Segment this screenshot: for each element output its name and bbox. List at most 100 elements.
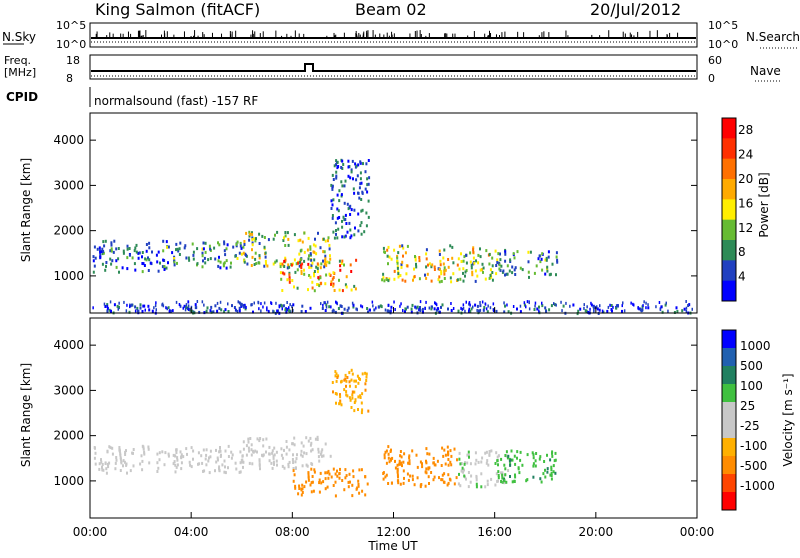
data-cell <box>356 374 359 378</box>
data-cell <box>284 256 287 260</box>
data-cell <box>102 240 105 244</box>
data-cell <box>310 265 313 269</box>
data-cell <box>469 309 472 313</box>
data-cell <box>260 302 262 306</box>
data-cell <box>335 401 337 405</box>
data-cell <box>196 262 199 266</box>
colorbar-swatch <box>722 348 736 367</box>
data-cell <box>117 247 120 250</box>
data-cell <box>187 300 190 304</box>
data-cell <box>242 251 245 255</box>
data-cell <box>217 458 219 462</box>
data-cell <box>163 268 166 271</box>
data-cell <box>115 456 118 459</box>
data-cell <box>415 306 418 310</box>
data-cell <box>255 262 258 265</box>
data-cell <box>325 263 328 267</box>
data-cell <box>94 462 97 466</box>
data-cell <box>404 279 407 283</box>
data-cell <box>143 452 146 456</box>
data-cell <box>92 255 95 259</box>
power-ylabel: Slant Range [km] <box>19 158 33 262</box>
data-cell <box>117 307 119 311</box>
data-cell <box>365 162 368 166</box>
data-cell <box>539 260 542 264</box>
data-cell <box>297 239 300 243</box>
data-cell <box>330 207 333 210</box>
data-cell <box>318 478 321 482</box>
data-cell <box>157 269 160 273</box>
data-cell <box>314 437 317 441</box>
data-cell <box>491 256 494 260</box>
data-cell <box>487 304 489 308</box>
data-cell <box>335 379 338 383</box>
data-cell <box>218 306 221 310</box>
data-cell <box>485 461 488 465</box>
data-cell <box>238 309 241 313</box>
data-cell <box>174 463 177 467</box>
data-cell <box>227 455 230 458</box>
data-cell <box>340 403 343 407</box>
data-cell <box>98 462 101 466</box>
data-cell <box>289 303 291 307</box>
data-cell <box>230 261 232 265</box>
data-cell <box>158 451 161 455</box>
data-cell <box>527 270 530 274</box>
data-cell <box>144 257 147 261</box>
data-cell <box>334 310 337 314</box>
data-cell <box>316 438 319 441</box>
data-cell <box>109 446 112 450</box>
data-cell <box>331 277 334 281</box>
data-cell <box>623 309 626 313</box>
data-cell <box>286 301 288 304</box>
data-cell <box>519 458 522 462</box>
data-cell <box>116 304 119 308</box>
data-cell <box>263 245 266 249</box>
data-cell <box>175 242 178 246</box>
data-cell <box>209 309 212 313</box>
data-cell <box>120 461 123 465</box>
data-cell <box>382 477 385 481</box>
data-cell <box>129 253 131 257</box>
colorbar-swatch <box>722 366 736 385</box>
data-cell <box>464 461 466 465</box>
data-cell <box>382 272 385 276</box>
data-cell <box>350 170 353 174</box>
data-cell <box>298 487 301 490</box>
x-tick-label: 00:00 <box>73 525 108 539</box>
data-cell <box>137 256 140 260</box>
data-cell <box>443 480 446 484</box>
data-cell <box>268 459 271 463</box>
data-cell <box>343 307 346 311</box>
data-cell <box>286 308 288 312</box>
data-cell <box>505 272 508 276</box>
data-cell <box>301 487 304 491</box>
data-cell <box>111 446 114 450</box>
data-cell <box>283 236 285 240</box>
data-cell <box>335 300 337 304</box>
data-cell <box>356 486 359 490</box>
data-cell <box>185 447 188 451</box>
data-cell <box>331 214 334 217</box>
data-cell <box>330 305 332 309</box>
data-cell <box>258 232 261 236</box>
noise-right-label: N.Search <box>746 30 800 44</box>
data-cell <box>217 264 220 268</box>
data-cell <box>334 494 337 498</box>
data-cell <box>502 269 505 273</box>
data-cell <box>262 305 264 309</box>
data-cell <box>178 247 181 251</box>
colorbar-swatch <box>722 280 736 302</box>
data-cell <box>349 213 352 216</box>
data-cell <box>243 243 246 246</box>
data-cell <box>476 308 478 312</box>
data-cell <box>360 468 363 472</box>
data-cell <box>167 454 170 458</box>
data-cell <box>192 250 195 254</box>
data-cell <box>610 308 612 311</box>
data-cell <box>453 482 456 486</box>
data-cell <box>202 247 205 251</box>
data-cell <box>367 215 370 219</box>
data-cell <box>465 300 467 304</box>
data-cell <box>511 265 514 269</box>
